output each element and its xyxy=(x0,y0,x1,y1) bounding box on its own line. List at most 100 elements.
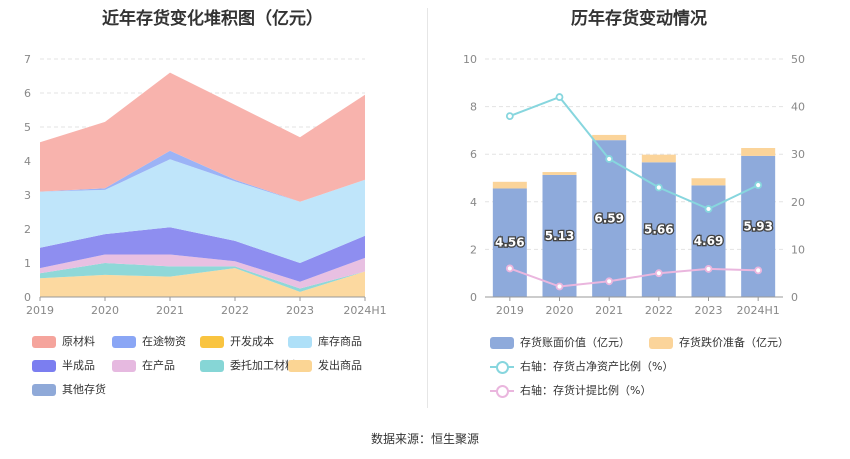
x-tick-label: 2024H1 xyxy=(737,304,780,317)
legend-swatch xyxy=(649,337,673,349)
legend-label: 在产品 xyxy=(142,359,175,372)
y-tick-label: 2 xyxy=(24,223,31,236)
stacked-area-chart-panel: 近年存货变化堆积图（亿元） 0 1 2 3 4 5 6 7 2019 2020 2021 2022 20… xyxy=(0,0,425,410)
bar-value-label: 4.56 xyxy=(495,236,525,250)
legend-marker xyxy=(496,361,509,374)
legend-marker xyxy=(496,385,509,398)
line-point xyxy=(704,265,713,273)
y2-tick-label: 50 xyxy=(791,53,805,66)
line-point xyxy=(505,112,514,121)
bar-value-label: 5.93 xyxy=(743,219,773,233)
legend-swatch xyxy=(288,360,312,372)
area-series xyxy=(40,263,365,292)
legend-label: 发出商品 xyxy=(318,359,362,372)
y2-tick-label: 10 xyxy=(791,243,805,256)
legend-swatch xyxy=(32,384,56,396)
y-tick-label: 3 xyxy=(24,189,31,202)
line-point xyxy=(605,277,614,286)
x-tick-label: 2019 xyxy=(26,304,54,317)
x-tick-label: 2024H1 xyxy=(343,304,386,317)
line-point xyxy=(555,282,564,291)
data-source-note: 数据来源：恒生聚源 xyxy=(370,432,479,446)
y2-tick-label: 40 xyxy=(791,101,805,114)
area-series xyxy=(40,227,365,282)
legend-swatch xyxy=(32,336,56,348)
legend-swatch xyxy=(200,360,224,372)
inventory-bar-line-chart: 0 2 4 6 8 10 0 10 20 30 40 50 4.56 5.13 6.59 5.66 4.69 5.… xyxy=(463,53,805,317)
area-series xyxy=(40,72,365,202)
line-point xyxy=(555,93,564,101)
left-chart-title: 近年存货变化堆积图（亿元） xyxy=(102,9,323,29)
legend-swatch xyxy=(112,336,136,348)
bar xyxy=(592,134,627,141)
y-tick-label: 4 xyxy=(24,155,31,168)
x-tick-label: 2023 xyxy=(695,304,723,317)
legend-label: 半成品 xyxy=(62,359,95,372)
y-tick-label: 5 xyxy=(24,121,31,134)
area-series xyxy=(40,268,365,297)
line-point xyxy=(754,266,763,275)
x-tick-label: 2021 xyxy=(595,304,623,317)
line-point xyxy=(654,269,663,278)
legend-swatch xyxy=(112,360,136,372)
y-tick-label: 10 xyxy=(463,53,477,66)
line-series xyxy=(509,267,759,288)
legend-swatch xyxy=(200,336,224,348)
line-point xyxy=(505,264,514,273)
bar xyxy=(641,154,676,163)
legend-label: 右轴：存货占净资产比例（%） xyxy=(520,360,674,373)
y-tick-label: 4 xyxy=(470,196,477,209)
y2-tick-label: 30 xyxy=(791,148,805,161)
area-series xyxy=(40,159,365,263)
area-series xyxy=(40,254,365,289)
x-tick-label: 2020 xyxy=(546,304,574,317)
legend-swatch xyxy=(288,336,312,348)
x-tick-label: 2022 xyxy=(645,304,673,317)
y-tick-label: 6 xyxy=(24,87,31,100)
y-tick-label: 7 xyxy=(24,53,31,66)
legend-label: 开发成本 xyxy=(230,335,274,348)
legend-label: 在途物资 xyxy=(142,335,186,348)
y2-tick-label: 20 xyxy=(791,196,805,209)
bar-value-label: 5.66 xyxy=(644,223,674,237)
bar xyxy=(492,188,527,297)
bar-value-label: 4.69 xyxy=(694,234,724,248)
x-tick-label: 2023 xyxy=(286,304,314,317)
bar xyxy=(691,178,726,186)
bar-value-label: 5.13 xyxy=(545,229,575,243)
stacked-area-chart: 0 1 2 3 4 5 6 7 2019 2020 2021 2022 2023 2024H1 xyxy=(24,53,387,317)
legend-label: 库存商品 xyxy=(318,335,362,348)
y-tick-label: 6 xyxy=(470,148,477,161)
y-tick-label: 8 xyxy=(470,101,477,114)
legend-label: 右轴：存货计提比例（%） xyxy=(520,384,652,397)
left-legend: 原材料 在途物资 开发成本 库存商品半成品 在产品 委托加工材料 发出商品其他存货 xyxy=(0,0,425,410)
bar xyxy=(542,172,577,175)
bar xyxy=(492,181,527,189)
right-legend: 存货账面价值（亿元） 存货跌价准备（亿元） 右轴：存货占净资产比例（%） 右轴：存货计… xyxy=(428,0,850,410)
x-tick-label: 2020 xyxy=(91,304,119,317)
bar-value-label: 6.59 xyxy=(594,212,624,226)
y-tick-label: 0 xyxy=(24,291,31,304)
x-tick-label: 2022 xyxy=(221,304,249,317)
line-series xyxy=(509,95,759,211)
x-tick-label: 2019 xyxy=(496,304,524,317)
legend-swatch xyxy=(490,337,514,349)
line-point xyxy=(654,183,663,192)
line-point xyxy=(754,181,763,190)
legend-label: 其他存货 xyxy=(62,383,106,396)
y-tick-label: 0 xyxy=(470,291,477,304)
x-tick-label: 2021 xyxy=(156,304,184,317)
legend-swatch xyxy=(32,360,56,372)
bar xyxy=(741,148,776,156)
legend-label: 委托加工材料 xyxy=(230,359,296,372)
legend-label: 存货跌价准备（亿元） xyxy=(679,336,789,349)
y-tick-label: 1 xyxy=(24,257,31,270)
inventory-bar-chart-panel: 历年存货变动情况 0 2 4 6 8 10 0 10 20 30 40 50 4.56 5.13 6.59 5… xyxy=(428,0,850,410)
line-point xyxy=(704,205,713,213)
legend-label: 存货账面价值（亿元） xyxy=(520,336,630,349)
bar xyxy=(542,174,577,297)
legend-label: 原材料 xyxy=(62,335,95,348)
y2-tick-label: 0 xyxy=(791,291,798,304)
panel-divider xyxy=(427,8,428,408)
line-point xyxy=(605,155,614,163)
